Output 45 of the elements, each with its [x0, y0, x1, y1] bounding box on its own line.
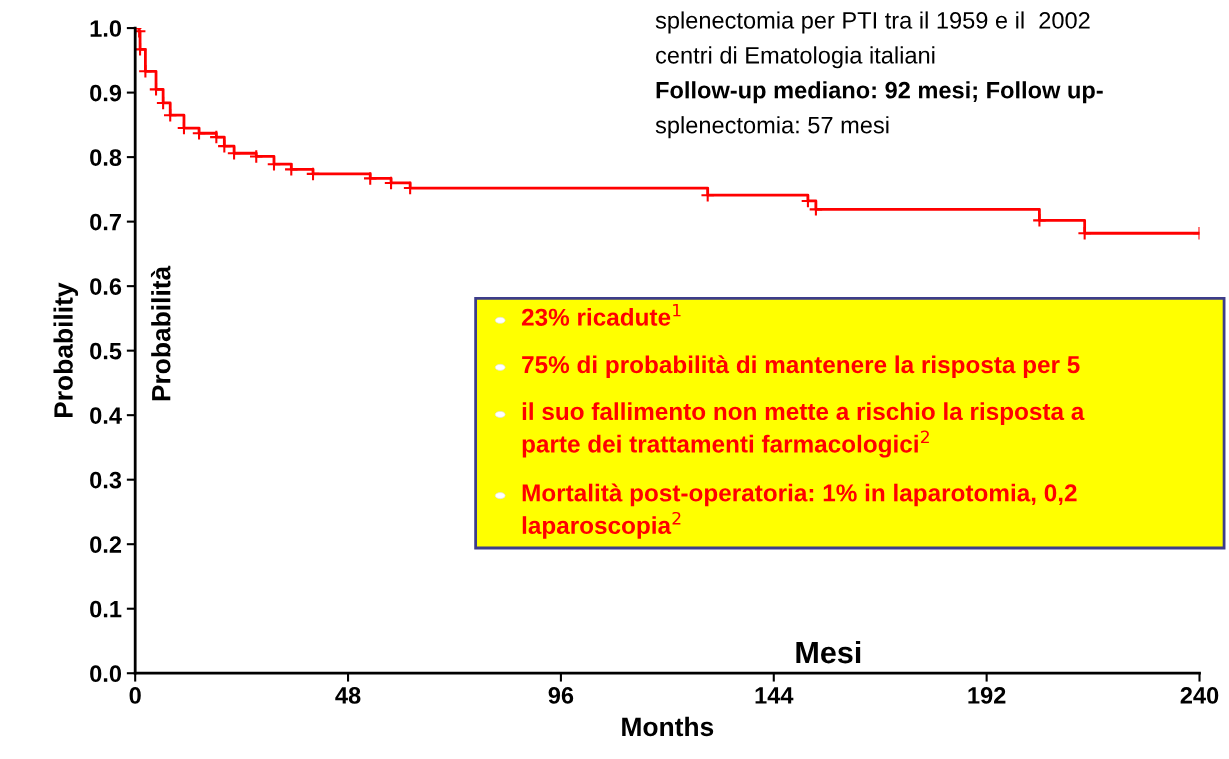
annotation: Follow-up mediano: 92 mesi; Follow up- [656, 81, 1103, 104]
y-tick-label: 1.0 [90, 20, 122, 37]
point [1032, 213, 1047, 228]
point [362, 171, 378, 186]
y-tick-label: 0.2 [90, 536, 122, 553]
annotation: 75% di probabilità di mantenere la risposta per 5 [522, 355, 1080, 379]
y-tick-label: 0.3 [90, 471, 122, 489]
x-tick-label: 240 [1180, 687, 1219, 704]
x-tick-label: 96 [548, 687, 574, 704]
y-tick-label: 0.1 [90, 600, 122, 618]
y-tick-label: 0.5 [90, 342, 122, 360]
point [162, 107, 178, 123]
y-tick-label: 0.9 [90, 84, 122, 102]
x-tick-label: 144 [755, 687, 794, 704]
annotation: 23% ricadute$^{1}$ [521, 303, 681, 326]
point [191, 125, 207, 141]
x-axis-title: Months [622, 716, 714, 737]
x-tick-label: 0 [129, 687, 141, 704]
point [305, 166, 321, 182]
annotation: splenectomia per PTI tra il 1959 e il 2002 [655, 11, 1090, 34]
point [138, 64, 153, 79]
annotation: Mesi [796, 640, 861, 664]
y-tick-label: 0.6 [90, 278, 122, 295]
annotation: Mortalità post-operatoria: 1% in laparotomia, 0,2 laparoscopia$^{2}$ [522, 483, 1077, 539]
x-tick-label: 192 [968, 687, 1006, 704]
annotation: Probabilità [150, 265, 171, 401]
y-tick-label: 0.4 [90, 407, 122, 424]
point [148, 82, 164, 97]
x-tick-label: 48 [335, 687, 361, 704]
point [217, 138, 232, 154]
point [266, 156, 282, 172]
y-tick-label: 0.8 [90, 149, 122, 166]
y-tick-label: 0.7 [90, 213, 121, 231]
y-tick-label: 0.0 [90, 665, 122, 683]
annotation: centri di Ematologia italiani [656, 46, 935, 69]
y-axis-title: Probability [53, 282, 79, 418]
point [284, 162, 299, 177]
point [808, 202, 824, 217]
point [209, 129, 224, 145]
annotation: il suo fallimento non mette a rischio la risposta a parte dei trattamenti farmacologici$^{2}$ [522, 402, 1085, 458]
point [1077, 225, 1092, 241]
point [700, 187, 715, 203]
point [226, 145, 242, 161]
point [248, 149, 264, 164]
annotation: splenectomia: 57 mesi [655, 116, 889, 139]
